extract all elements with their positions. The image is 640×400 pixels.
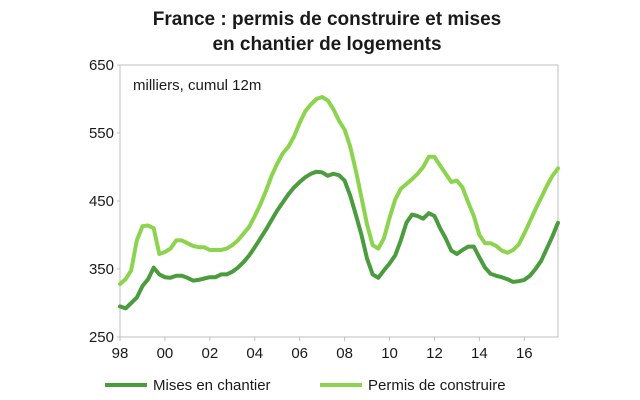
x-tick-label: 02 [202, 345, 219, 362]
x-tick-label: 04 [246, 345, 263, 362]
unit-label: milliers, cumul 12m [133, 77, 261, 94]
y-tick-label: 450 [89, 193, 114, 210]
y-tick-label: 650 [89, 57, 114, 74]
legend: Mises en chantier Permis de construire [105, 377, 506, 394]
x-axis: 98 00 02 04 06 08 10 12 14 16 [112, 337, 533, 362]
legend-label-permis-de-construire: Permis de construire [368, 377, 506, 394]
x-tick-label: 12 [426, 345, 443, 362]
x-tick-label: 08 [336, 345, 353, 362]
x-tick-label: 10 [381, 345, 398, 362]
y-axis: 250 350 450 550 650 [89, 57, 120, 346]
x-tick-label: 14 [471, 345, 488, 362]
y-tick-label: 550 [89, 125, 114, 142]
series-layer [118, 95, 560, 311]
x-tick-label: 00 [157, 345, 174, 362]
chart-title-line2: en chantier de logements [212, 34, 441, 55]
x-tick-label: 16 [516, 345, 533, 362]
legend-label-mises-en-chantier: Mises en chantier [153, 377, 271, 394]
series-line-permis-de-construire [118, 95, 560, 286]
series-line-mises-en-chantier [118, 169, 560, 311]
y-tick-label: 250 [89, 329, 114, 346]
x-tick-label: 06 [291, 345, 308, 362]
plot-frame [119, 64, 559, 338]
chart-title-line1: France : permis de construire et mises [153, 9, 501, 30]
y-tick-label: 350 [89, 261, 114, 278]
x-tick-label: 98 [112, 345, 129, 362]
